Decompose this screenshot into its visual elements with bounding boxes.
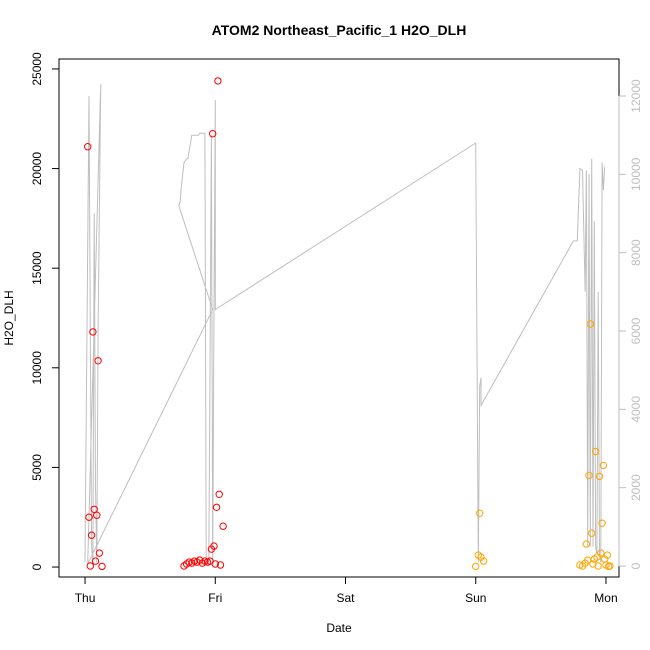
x-axis: Thu Fri Sat Sun Mon [75,577,618,605]
x-tick-label: Sun [465,591,486,605]
y-right-tick-label: 10000 [629,157,643,191]
orange-point [585,471,593,480]
orange-point [586,320,594,328]
orange-point [598,519,606,527]
gray-line-series [84,84,606,565]
red-point [93,511,101,519]
point-series-layer [84,77,614,571]
y-right-tick-label: 2000 [629,474,643,501]
orange-point [603,551,611,559]
x-tick-label: Thu [75,591,96,605]
x-tick-label: Sat [337,591,356,605]
y-axis-right: 0 2000 4000 6000 8000 10000 12000 [618,79,643,569]
red-point [95,549,104,557]
red-point [94,357,102,365]
y-right-tick-label: 4000 [629,396,643,423]
orange-point [599,461,608,470]
y-right-tick-label: 0 [629,562,643,569]
y-left-tick-label: 0 [30,563,44,570]
red-point [98,562,106,571]
orange-point [595,472,604,481]
y-left-tick-label: 25000 [30,52,44,86]
y-axis-label: H2O_DLH [2,290,16,345]
orange-point [582,540,591,548]
orange-point [593,553,601,561]
red-point [214,77,222,85]
orange-point [479,557,488,565]
orange-point [476,509,484,517]
orange-point [589,560,597,568]
x-tick-label: Mon [594,591,617,605]
red-point [211,560,220,568]
orange-point [472,562,480,571]
red-point [210,542,218,550]
y-left-tick-label: 20000 [30,152,44,186]
red-point [85,513,93,521]
chart-title: ATOM2 Northeast_Pacific_1 H2O_DLH [212,22,467,38]
y-left-tick-label: 5000 [30,454,44,481]
y-axis-left: 0 5000 10000 15000 20000 25000 [30,52,59,570]
plot-frame [58,58,620,578]
orange-point [594,562,602,570]
x-tick-label: Fri [208,591,222,605]
line-series-layer [84,84,606,565]
orange-point [597,549,605,557]
orange-point [477,553,485,561]
orange-point [606,562,614,570]
red-point [216,561,225,569]
red-point [87,531,96,539]
y-right-tick-label: 12000 [629,79,643,113]
x-axis-label: Date [326,621,352,635]
red-point [86,562,95,570]
orange-point [588,529,596,537]
y-right-tick-label: 6000 [629,317,643,344]
y-right-tick-label: 8000 [629,239,643,266]
red-point [212,503,221,511]
red-point [219,522,227,530]
red-point [215,490,223,498]
y-left-tick-label: 10000 [30,351,44,385]
red-point [84,143,92,151]
red-point [209,130,217,138]
orange-point [591,447,600,456]
red-point [91,557,100,565]
y-left-tick-label: 15000 [30,251,44,285]
red-point [90,505,98,513]
red-point [89,328,97,336]
